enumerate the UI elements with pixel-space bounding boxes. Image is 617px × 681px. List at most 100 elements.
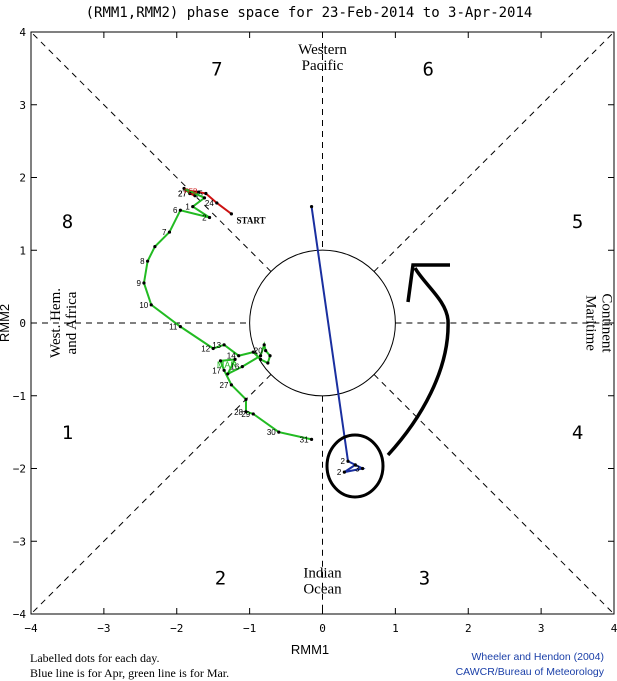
hand-annotation xyxy=(325,263,450,499)
phase-number: 4 xyxy=(572,422,583,444)
day-label: 25 xyxy=(194,190,203,199)
day-dot xyxy=(178,208,182,212)
x-tick-label: 4 xyxy=(611,622,617,635)
day-dot xyxy=(202,196,207,200)
guide-line xyxy=(373,374,615,615)
day-label: 29 xyxy=(241,410,250,419)
day-label: 27 xyxy=(178,190,187,199)
day-label: 16 xyxy=(230,363,239,372)
day-label: 12 xyxy=(201,344,210,353)
y-axis-label: RMM2 xyxy=(0,304,12,342)
y-tick-label: −4 xyxy=(13,608,27,621)
region-label: Continent xyxy=(598,293,614,353)
day-dot xyxy=(215,201,219,205)
phase-number: 6 xyxy=(422,58,433,80)
credit-1: Wheeler and Hendon (2004) xyxy=(471,651,604,663)
x-tick-label: −1 xyxy=(243,622,256,635)
day-dot xyxy=(229,383,234,387)
day-dot xyxy=(204,191,208,196)
day-label: 14 xyxy=(227,352,236,361)
phase-number: 2 xyxy=(215,568,226,590)
region-label: and Africa xyxy=(64,291,80,354)
day-dot xyxy=(262,343,266,347)
day-dot xyxy=(188,191,192,196)
day-dot xyxy=(153,245,157,249)
day-label: 2 xyxy=(341,457,346,466)
day-dot xyxy=(346,459,350,463)
series-line-mar xyxy=(142,187,312,441)
y-tick-label: −3 xyxy=(13,535,26,548)
y-tick-label: 1 xyxy=(19,244,26,257)
phase-guides xyxy=(30,31,615,615)
day-dot xyxy=(251,412,255,416)
day-dot xyxy=(244,397,248,401)
day-dot xyxy=(353,463,357,467)
x-tick-label: −3 xyxy=(97,622,110,635)
day-dot xyxy=(244,410,248,414)
day-label: 2 xyxy=(337,468,342,477)
y-tick-label: −2 xyxy=(13,463,26,476)
phase-number: 3 xyxy=(419,568,430,590)
day-dot xyxy=(191,205,195,209)
day-label: 10 xyxy=(139,301,148,310)
day-dot xyxy=(237,354,241,358)
day-dot xyxy=(211,346,215,351)
region-label: Ocean xyxy=(303,582,342,598)
region-label: West. Hem. xyxy=(48,288,64,358)
day-label: 27 xyxy=(178,190,187,199)
day-label: 3 xyxy=(355,465,360,474)
day-dot xyxy=(266,361,270,365)
highlight-circle xyxy=(325,433,385,499)
month-label: MAR xyxy=(217,360,238,370)
day-label: 2 xyxy=(202,214,207,223)
day-dot xyxy=(309,437,314,441)
day-dot xyxy=(146,259,150,263)
day-label: 6 xyxy=(173,206,178,215)
footnote-2: Blue line is for Apr, green line is for … xyxy=(30,666,230,680)
day-dot xyxy=(182,186,186,191)
day-dot xyxy=(264,349,268,353)
start-label: START xyxy=(237,215,266,225)
day-dot xyxy=(342,470,346,474)
guide-line xyxy=(30,31,272,272)
day-label: 1 xyxy=(185,203,190,212)
unit-circle xyxy=(249,249,396,397)
guide-line xyxy=(373,31,615,272)
x-axis-label: RMM1 xyxy=(291,642,329,657)
day-label: 13 xyxy=(212,341,221,350)
y-tick-label: 3 xyxy=(19,99,26,112)
day-dot xyxy=(229,212,234,216)
phase-number: 7 xyxy=(211,58,222,80)
day-label: 24 xyxy=(205,199,214,208)
region-label: Pacific xyxy=(302,58,344,74)
region-label: Maritime xyxy=(582,295,598,351)
day-dot xyxy=(240,365,244,369)
day-label: 9 xyxy=(137,279,142,288)
guide-line xyxy=(30,374,272,615)
day-dot xyxy=(258,357,263,361)
day-dot xyxy=(218,359,223,363)
day-label: 11 xyxy=(169,323,178,332)
y-tick-label: 0 xyxy=(19,317,26,330)
day-dot xyxy=(142,281,146,285)
x-tick-label: 0 xyxy=(319,622,326,635)
day-dot xyxy=(149,303,153,307)
region-label: Western xyxy=(298,42,347,58)
day-label: 30 xyxy=(267,428,276,437)
day-dot xyxy=(233,357,237,361)
day-dot xyxy=(258,354,263,358)
arrow-head xyxy=(406,263,450,303)
day-label: 20 xyxy=(254,347,263,356)
day-dot xyxy=(167,230,172,234)
x-tick-label: 1 xyxy=(392,622,399,635)
day-label: 28 xyxy=(234,408,243,417)
day-dot xyxy=(226,372,230,376)
footnote-1: Labelled dots for each day. xyxy=(30,651,160,665)
y-tick-label: 4 xyxy=(19,26,26,39)
x-tick-label: 2 xyxy=(465,622,472,635)
